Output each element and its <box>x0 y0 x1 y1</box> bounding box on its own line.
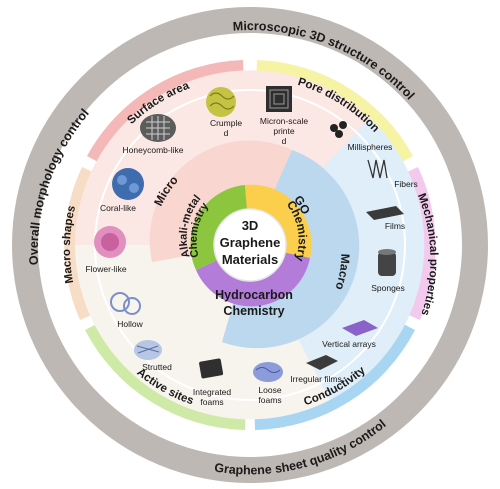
label-loose-1: Loose <box>258 385 281 395</box>
label-vertical-arrays: Vertical arrays <box>322 339 376 349</box>
vertical-arrays-icon <box>342 320 378 336</box>
flower-icon <box>94 226 126 258</box>
label-coral: Coral-like <box>100 203 136 213</box>
irregular-films-icon <box>306 355 338 370</box>
label-strutted: Strutted <box>142 362 172 372</box>
label-integrated-1: Integrated <box>193 387 232 397</box>
label-honeycomb: Honeycomb-like <box>123 145 184 155</box>
fibers-icon <box>367 159 388 179</box>
sponges-icon <box>378 249 396 276</box>
integrated-foams-icon <box>199 358 224 379</box>
crumpled-icon <box>206 87 236 117</box>
label-films: Films <box>385 221 405 231</box>
micron-printed-icon <box>266 86 292 112</box>
center-line3: Materials <box>222 252 278 267</box>
center-line1: 3D <box>242 218 259 233</box>
label-irregular-films: Irregular films <box>290 374 341 384</box>
label-loose-2: foams <box>258 395 281 405</box>
label-fibers: Fibers <box>394 179 418 189</box>
millispheres-icon <box>330 121 347 138</box>
label-millispheres: Millispheres <box>348 142 393 152</box>
label-crumpled-1: Crumple <box>210 118 242 128</box>
honeycomb-icon <box>140 114 176 142</box>
coral-icon <box>112 168 144 200</box>
label-micron-2: printe <box>273 126 295 136</box>
center-circle <box>213 208 287 282</box>
hydrocarbon-label-line2: Chemistry <box>223 304 284 318</box>
hydrocarbon-label-line1: Hydrocarbon <box>215 288 293 302</box>
label-crumpled-2: d <box>224 128 229 138</box>
label-sponges: Sponges <box>371 283 405 293</box>
label-hollow: Hollow <box>117 319 143 329</box>
loose-foams-icon <box>253 362 283 382</box>
label-micron-3: d <box>282 136 287 146</box>
strutted-icon <box>134 340 162 360</box>
films-icon <box>366 206 404 220</box>
label-flower: Flower-like <box>85 264 126 274</box>
hollow-icon <box>110 292 141 315</box>
label-integrated-2: foams <box>200 397 223 407</box>
center-line2: Graphene <box>220 235 281 250</box>
label-micron-1: Micron-scale <box>260 116 308 126</box>
